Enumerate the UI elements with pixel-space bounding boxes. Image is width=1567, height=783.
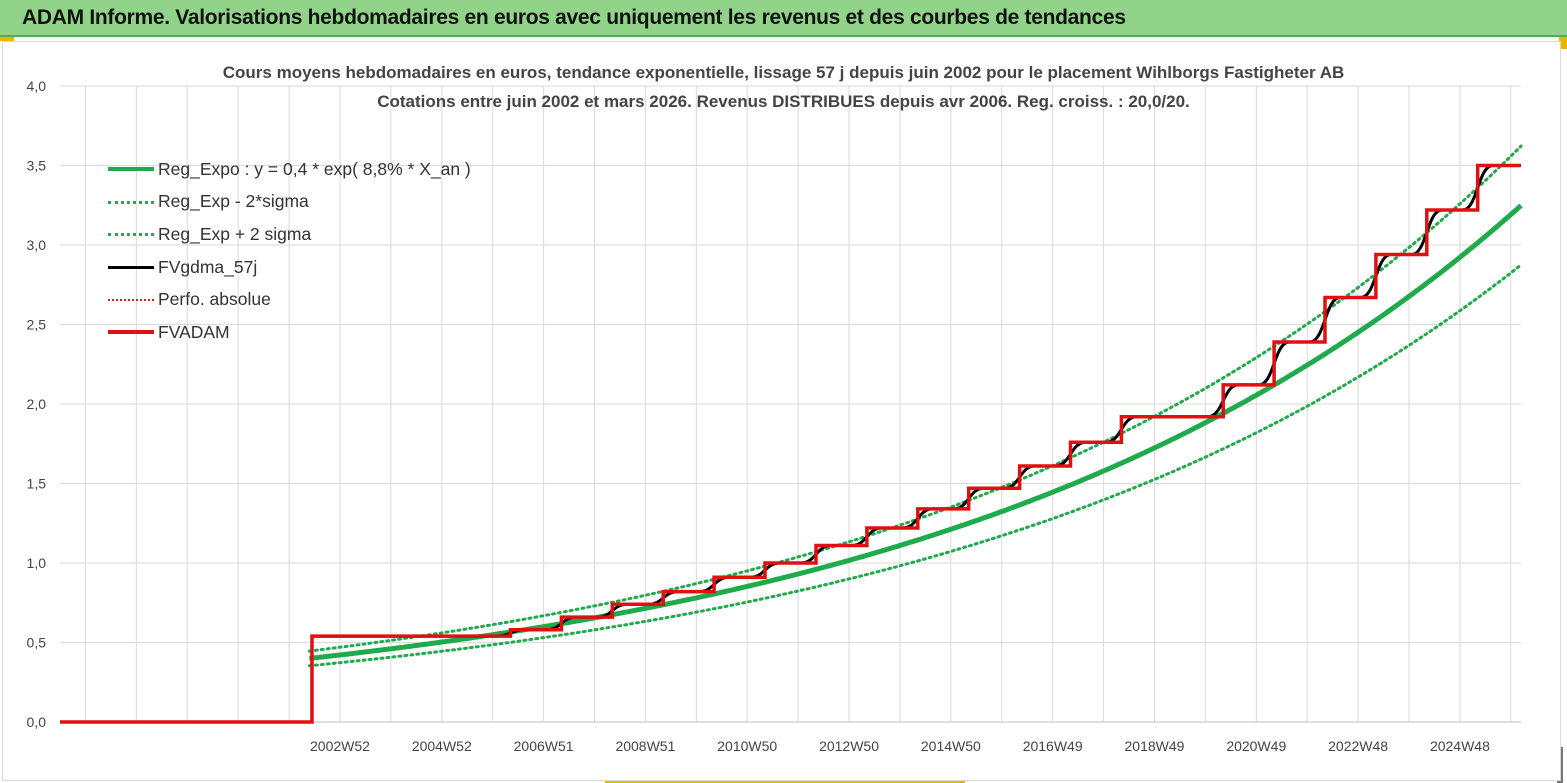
legend-label: Reg_Exp - 2*sigma [158,191,309,212]
bottom-accent [605,779,965,783]
x-tick-label: 2006W51 [514,738,574,754]
legend-label: Reg_Exp + 2 sigma [158,223,312,244]
y-tick-label: 3,5 [27,158,47,174]
y-tick-label: 4,0 [27,78,47,94]
x-tick-label: 2014W50 [921,738,981,754]
y-tick-label: 2,0 [27,396,47,412]
legend-item-upper-band: Reg_Exp + 2 sigma [108,218,471,251]
x-tick-label: 2024W48 [1430,738,1490,754]
series-lower-band [307,263,1523,668]
legend-item-reg-expo: Reg_Expo : y = 0,4 * exp( 8,8% * X_an ) [108,153,471,186]
legend-swatch [108,260,154,274]
legend-swatch [108,162,154,176]
legend-swatch [108,195,154,209]
series-fvadam [60,163,1521,724]
legend-swatch [108,227,154,241]
x-tick-label: 2020W49 [1226,738,1286,754]
chart-subtitle: Cotations entre juin 2002 et mars 2026. … [377,92,1190,111]
legend-label: FVgdma_57j [158,256,258,277]
report-banner: ADAM Informe. Valorisations hebdomadaire… [0,0,1567,37]
x-tick-label: 2004W52 [412,738,472,754]
legend-swatch [108,325,154,339]
legend-label: FVADAM [158,321,230,342]
legend-item-fvgdma: FVgdma_57j [108,251,471,284]
legend-label: Reg_Expo : y = 0,4 * exp( 8,8% * X_an ) [158,158,471,179]
chart-frame [2,41,1561,781]
legend-swatch [108,293,154,307]
y-tick-label: 1,0 [27,555,47,571]
series-upper-band [307,144,1523,653]
report-title: ADAM Informe. Valorisations hebdomadaire… [22,6,1126,29]
legend-item-perfo: Perfo. absolue [108,283,471,316]
y-tick-label: 1,5 [27,476,47,492]
x-tick-label: 2002W52 [310,738,370,754]
y-tick-label: 0,0 [27,714,47,730]
chart-legend: Reg_Expo : y = 0,4 * exp( 8,8% * X_an ) … [108,153,471,349]
legend-label: Perfo. absolue [158,289,271,310]
corner-accent [1559,37,1567,49]
series-reg-expo [309,203,1523,661]
y-tick-label: 2,5 [27,317,47,333]
x-tick-label: 2010W50 [717,738,777,754]
x-tick-label: 2022W48 [1328,738,1388,754]
x-tick-label: 2008W51 [615,738,675,754]
legend-item-lower-band: Reg_Exp - 2*sigma [108,186,471,219]
y-tick-label: 3,0 [27,237,47,253]
corner-accent [0,37,14,41]
chart-title: Cours moyens hebdomadaires en euros, ten… [222,63,1345,82]
x-tick-label: 2016W49 [1023,738,1083,754]
x-tick-label: 2012W50 [819,738,879,754]
y-tick-label: 0,5 [27,635,47,651]
legend-item-fvadam: FVADAM [108,316,471,349]
x-tick-label: 2018W49 [1125,738,1185,754]
